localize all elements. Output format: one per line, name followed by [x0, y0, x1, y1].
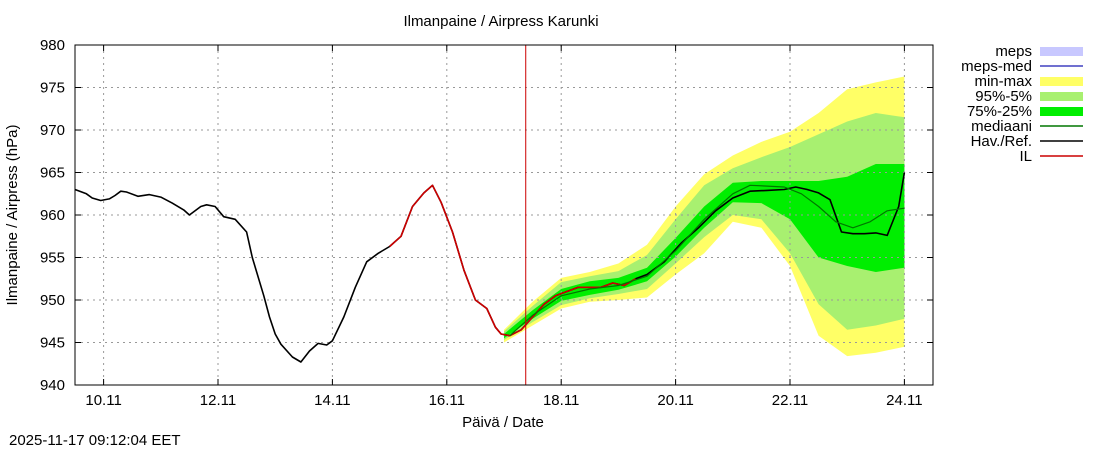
y-tick-label: 945 — [40, 335, 65, 352]
y-tick-label: 955 — [40, 250, 65, 267]
legend-label: mediaani — [971, 118, 1032, 135]
legend-item-minmax: min-max — [974, 73, 1083, 90]
y-tick-label: 975 — [40, 80, 65, 97]
y-tick-label: 940 — [40, 377, 65, 394]
x-tick-label: 22.11 — [772, 392, 808, 409]
legend-label: meps — [995, 43, 1032, 60]
series-mediaani — [509, 184, 905, 337]
legend-item-meps: meps — [995, 43, 1083, 60]
legend-swatch — [1040, 107, 1083, 116]
band-75-25- — [504, 164, 905, 339]
y-tick-label: 960 — [40, 207, 65, 224]
axis-ticks: 10.11 12.11 14.11 16.11 18.11 20.11 22.11 24.11… — [40, 37, 933, 409]
legend-swatch — [1040, 92, 1083, 101]
legend-item-il: IL — [1019, 148, 1083, 165]
forecast-bands — [504, 76, 905, 357]
legend-item-p75-25: 75%-25% — [967, 103, 1083, 120]
x-tick-label: 20.11 — [657, 392, 693, 409]
grid-lines — [75, 45, 933, 385]
legend-item-mediaani: mediaani — [971, 118, 1083, 135]
y-tick-label: 950 — [40, 292, 65, 309]
legend-item-meps-med: meps-med — [961, 58, 1083, 75]
legend-item-havref: Hav./Ref. — [971, 133, 1083, 150]
x-tick-label: 12.11 — [200, 392, 236, 409]
legend: mepsmeps-medmin-max95%-5%75%-25%mediaani… — [961, 43, 1083, 165]
chart-title: Ilmanpaine / Airpress Karunki — [403, 13, 598, 30]
data-series — [74, 172, 906, 363]
legend-label: Hav./Ref. — [971, 133, 1032, 150]
x-tick-label: 10.11 — [85, 392, 121, 409]
x-tick-label: 16.11 — [429, 392, 465, 409]
y-tick-label: 970 — [40, 122, 65, 139]
legend-label: IL — [1019, 148, 1032, 165]
x-tick-label: 24.11 — [886, 392, 922, 409]
y-tick-label: 965 — [40, 165, 65, 182]
x-tick-label: 18.11 — [543, 392, 579, 409]
series-il — [389, 184, 637, 337]
legend-swatch — [1040, 77, 1083, 86]
x-axis-label: Päivä / Date — [462, 414, 544, 431]
legend-label: 75%-25% — [967, 103, 1032, 120]
legend-label: min-max — [974, 73, 1032, 90]
y-tick-label: 980 — [40, 37, 65, 54]
legend-label: 95%-5% — [975, 88, 1032, 105]
x-tick-label: 14.11 — [314, 392, 350, 409]
legend-swatch — [1040, 47, 1083, 56]
legend-label: meps-med — [961, 58, 1032, 75]
legend-item-p95-5: 95%-5% — [975, 88, 1083, 105]
y-axis-label: Ilmanpaine / Airpress (hPa) — [4, 125, 21, 306]
timestamp: 2025-11-17 09:12:04 EET — [9, 432, 181, 449]
